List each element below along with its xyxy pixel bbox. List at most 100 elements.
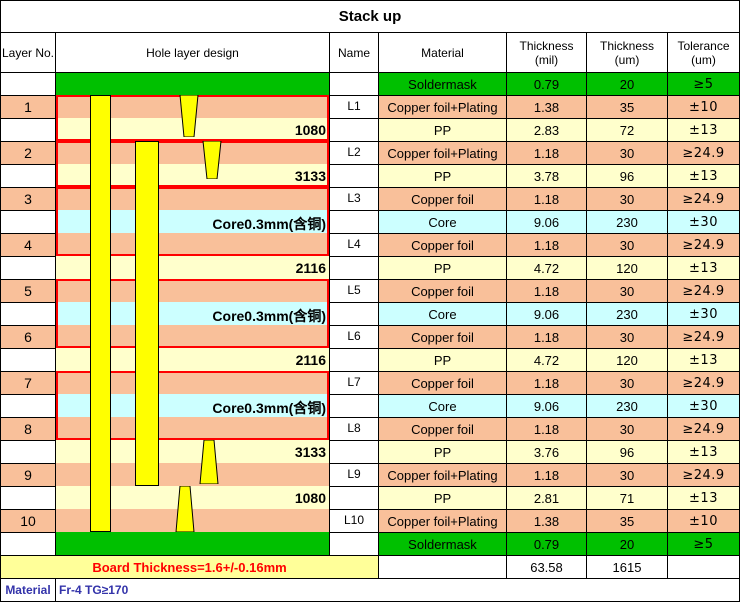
cell-layer <box>0 118 56 142</box>
cell-layer: 8 <box>0 417 56 441</box>
cell-material: Core <box>378 394 507 418</box>
design-label: Core0.3mm(含铜) <box>212 400 326 416</box>
cell-name <box>329 440 379 464</box>
cell-tol: ±30 <box>667 302 740 326</box>
cell-tol: ±13 <box>667 348 740 372</box>
cell-name <box>329 486 379 510</box>
cell-mil: 1.18 <box>506 279 587 303</box>
cell-layer <box>0 348 56 372</box>
cell-tol: ≥24.9 <box>667 325 740 349</box>
cell-layer <box>0 210 56 234</box>
cell-material: Copper foil <box>378 279 507 303</box>
cell-um: 35 <box>586 509 668 533</box>
cell-mil: 0.79 <box>506 532 587 556</box>
cell-name <box>329 348 379 372</box>
footer-material-label: Material <box>0 578 56 602</box>
cell-material: Copper foil <box>378 187 507 211</box>
cell-um: 30 <box>586 325 668 349</box>
cell-tol: ≥24.9 <box>667 141 740 165</box>
cell-material: Copper foil <box>378 233 507 257</box>
cell-um: 30 <box>586 233 668 257</box>
cell-name <box>329 256 379 280</box>
microvia-shape <box>175 486 195 532</box>
cell-mil: 1.18 <box>506 371 587 395</box>
cell-name: L9 <box>329 463 379 487</box>
cell-um: 30 <box>586 141 668 165</box>
cell-tol: ±13 <box>667 164 740 188</box>
cell-name <box>329 72 379 96</box>
cell-mil: 1.18 <box>506 141 587 165</box>
cell-name: L1 <box>329 95 379 119</box>
cell-mil: 4.72 <box>506 348 587 372</box>
cell-layer <box>0 394 56 418</box>
cell-layer <box>0 72 56 96</box>
header-thickness-mil: Thickness (mil) <box>506 32 587 73</box>
cell-um: 30 <box>586 463 668 487</box>
cell-tol: ≥24.9 <box>667 417 740 441</box>
cell-mil: 1.18 <box>506 187 587 211</box>
through-via <box>90 95 111 532</box>
design-label: 2116 <box>295 352 326 368</box>
cell-mil: 3.78 <box>506 164 587 188</box>
cell-material: PP <box>378 440 507 464</box>
cell-name <box>329 118 379 142</box>
cell-name: L8 <box>329 417 379 441</box>
microvia-bottom-2 <box>199 440 219 484</box>
cell-name: L3 <box>329 187 379 211</box>
cell-tol: ±13 <box>667 118 740 142</box>
cell-name: L2 <box>329 141 379 165</box>
cell-um: 72 <box>586 118 668 142</box>
cell-layer: 7 <box>0 371 56 395</box>
cell-um: 20 <box>586 532 668 556</box>
cell-tol: ≥5 <box>667 532 740 556</box>
cell-tol: ≥24.9 <box>667 187 740 211</box>
design-row <box>55 532 330 556</box>
cell-material: Soldermask <box>378 72 507 96</box>
cell-um: 120 <box>586 256 668 280</box>
cell-name <box>329 394 379 418</box>
cell-tol: ±13 <box>667 440 740 464</box>
cell-layer: 2 <box>0 141 56 165</box>
cell-material: Core <box>378 210 507 234</box>
cell-layer <box>0 440 56 464</box>
cell-um: 96 <box>586 164 668 188</box>
cell-mil: 0.79 <box>506 72 587 96</box>
microvia-shape <box>202 141 222 179</box>
cell-mil: 1.38 <box>506 509 587 533</box>
cell-material: Copper foil+Plating <box>378 463 507 487</box>
cell-um: 30 <box>586 187 668 211</box>
header-thickness-um: Thickness (um) <box>586 32 668 73</box>
cell-tol: ≥24.9 <box>667 279 740 303</box>
cell-material: Core <box>378 302 507 326</box>
cell-layer <box>0 164 56 188</box>
design-label: Core0.3mm(含铜) <box>212 216 326 232</box>
cell-um: 96 <box>586 440 668 464</box>
cell-material: PP <box>378 256 507 280</box>
cell-mil: 9.06 <box>506 394 587 418</box>
cell-mil: 2.81 <box>506 486 587 510</box>
microvia-top-1 <box>179 95 199 137</box>
header-material: Material <box>378 32 507 73</box>
cell-um: 71 <box>586 486 668 510</box>
cell-name <box>329 302 379 326</box>
cell-mil: 1.18 <box>506 417 587 441</box>
cell-material: Copper foil+Plating <box>378 141 507 165</box>
design-label: 2116 <box>295 260 326 276</box>
cell-um: 35 <box>586 95 668 119</box>
total-blank <box>378 555 507 579</box>
cell-layer <box>0 486 56 510</box>
cell-name: L10 <box>329 509 379 533</box>
cell-name: L5 <box>329 279 379 303</box>
microvia-top-2 <box>202 141 222 179</box>
cell-name <box>329 164 379 188</box>
cell-name: L4 <box>329 233 379 257</box>
cell-material: Soldermask <box>378 532 507 556</box>
cell-material: Copper foil <box>378 325 507 349</box>
board-thickness: Board Thickness=1.6+/-0.16mm <box>0 555 379 579</box>
sheet-title: Stack up <box>0 0 740 33</box>
cell-layer: 4 <box>0 233 56 257</box>
total-tolerance-blank <box>667 555 740 579</box>
cell-name <box>329 210 379 234</box>
microvia-bottom-1 <box>175 486 195 532</box>
